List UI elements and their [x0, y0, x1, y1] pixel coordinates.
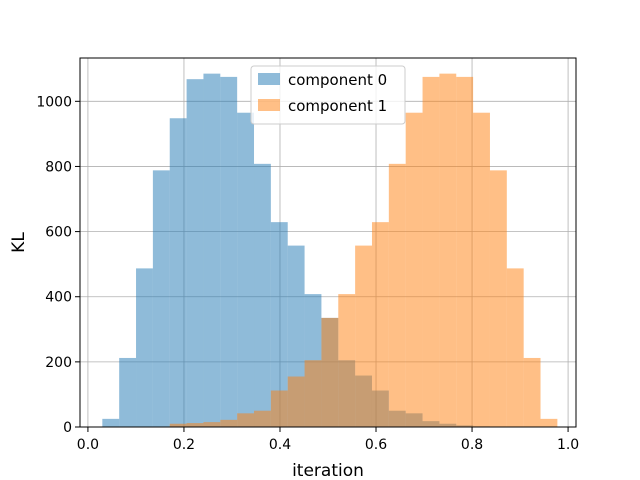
bar-component-1	[169, 423, 187, 427]
bar-component-1	[523, 357, 541, 427]
legend-label-component-1: component 1	[288, 97, 387, 115]
bar-component-1	[338, 294, 356, 427]
bar-component-1	[388, 163, 406, 428]
bar-component-0	[254, 163, 271, 428]
x-tick-label: 0.4	[269, 437, 291, 453]
bar-component-1	[321, 317, 339, 427]
bar-component-1	[456, 76, 474, 427]
x-tick-label: 0.8	[461, 437, 483, 453]
histogram-bars	[102, 73, 558, 428]
bar-component-1	[220, 419, 238, 427]
bar-component-1	[355, 245, 372, 427]
bar-component-0	[119, 357, 137, 427]
bar-component-1	[489, 170, 507, 427]
x-axis-ticks: 0.0 0.2 0.4 0.6 0.8 1.0	[77, 427, 579, 453]
bar-component-1	[371, 222, 389, 427]
bar-component-0	[270, 222, 288, 427]
legend: component 0 component 1	[250, 65, 406, 125]
x-tick-label: 0.0	[77, 437, 99, 453]
y-tick-label: 600	[45, 225, 72, 241]
bar-component-1	[405, 112, 423, 428]
legend-label-component-0: component 0	[288, 71, 387, 89]
bar-component-0	[186, 79, 204, 427]
bar-component-1	[270, 390, 288, 427]
bar-component-1	[203, 422, 221, 427]
bar-component-0	[220, 76, 238, 427]
legend-box	[250, 65, 406, 125]
legend-swatch-component-1	[258, 99, 280, 111]
bar-component-1	[540, 418, 558, 427]
bar-component-1	[237, 413, 255, 427]
legend-swatch-component-0	[258, 73, 280, 85]
bar-component-1	[304, 360, 322, 427]
bar-component-1	[506, 268, 524, 427]
bar-component-0	[136, 268, 153, 427]
bar-component-1	[422, 76, 440, 427]
bar-component-1	[473, 112, 490, 428]
plot-frame	[79, 57, 577, 428]
bar-component-0	[152, 170, 170, 427]
bar-component-0	[203, 73, 221, 427]
bar-component-1	[254, 410, 271, 427]
x-axis-label: iteration	[292, 461, 364, 480]
y-tick-label: 800	[45, 159, 72, 175]
y-axis-label: KL	[9, 232, 29, 253]
bar-component-0	[102, 418, 120, 427]
bar-component-1	[186, 423, 204, 427]
x-tick-label: 1.0	[557, 437, 579, 453]
bar-component-1	[439, 73, 457, 427]
x-tick-label: 0.6	[365, 437, 387, 453]
y-tick-label: 1000	[36, 94, 72, 110]
x-tick-label: 0.2	[173, 437, 195, 453]
bar-component-0	[169, 118, 187, 428]
bar-component-0	[237, 112, 255, 428]
y-tick-label: 0	[63, 420, 72, 436]
y-tick-label: 200	[45, 355, 72, 371]
y-tick-label: 400	[45, 290, 72, 306]
y-axis-ticks: 0 200 400 600 800 1000	[36, 94, 80, 436]
bar-component-1	[287, 376, 305, 427]
